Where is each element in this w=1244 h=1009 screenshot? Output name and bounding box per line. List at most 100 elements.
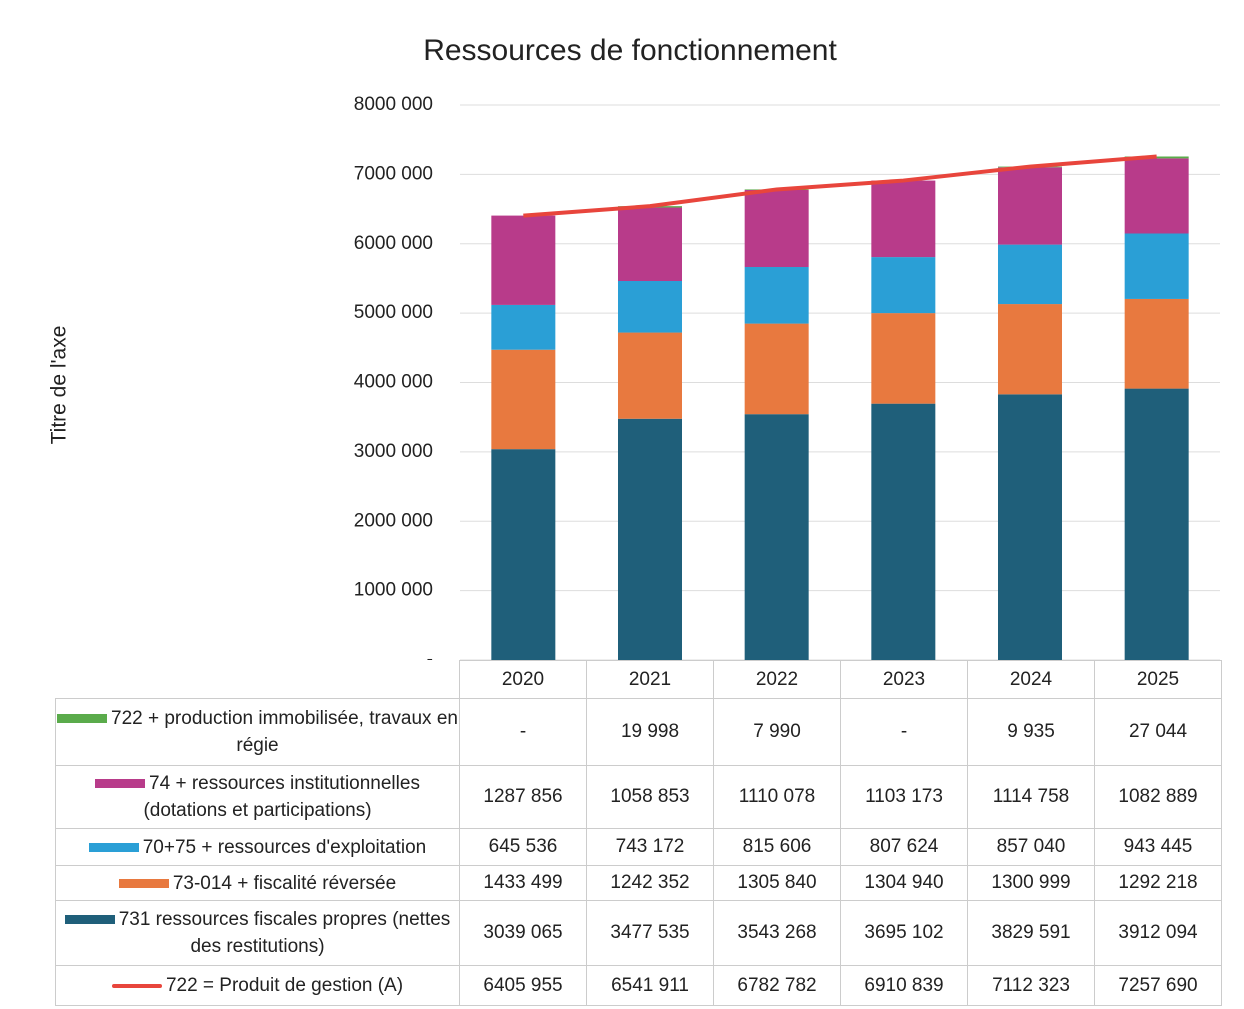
legend-label: 74 + ressources institutionnelles (dotat… bbox=[143, 773, 420, 821]
legend-swatch bbox=[95, 779, 146, 789]
legend-swatch bbox=[111, 983, 162, 988]
bar-segment bbox=[1124, 298, 1189, 389]
bar-segment bbox=[618, 207, 682, 282]
table-row: 731 ressources fiscales propres (nettes … bbox=[55, 900, 1222, 966]
x-tick-label: 2020 bbox=[459, 660, 587, 699]
value-label: 1110 078 bbox=[713, 765, 841, 829]
value-label: 7112 323 bbox=[967, 965, 1095, 1006]
value-label: 3695 102 bbox=[840, 900, 968, 966]
chart: Ressources de fonctionnement Titre de l'… bbox=[48, 34, 1220, 660]
bar-segment bbox=[1124, 388, 1189, 660]
value-label: 743 172 bbox=[586, 828, 714, 866]
blank-cell bbox=[55, 660, 460, 699]
bar-segment bbox=[1124, 158, 1189, 234]
bar-segment bbox=[998, 394, 1062, 660]
y-tick-label: - bbox=[427, 649, 433, 660]
legend-swatch bbox=[64, 915, 115, 925]
y-tick-label: 4000 000 bbox=[354, 372, 433, 393]
bar-segment bbox=[744, 414, 809, 660]
value-label: 9 935 bbox=[967, 698, 1095, 766]
value-label: 27 044 bbox=[1094, 698, 1222, 766]
legend-label: 73-014 + fiscalité réversée bbox=[172, 872, 397, 894]
value-label: 3829 591 bbox=[967, 900, 1095, 966]
value-label: 1082 889 bbox=[1094, 765, 1222, 829]
bar-segment bbox=[491, 449, 556, 660]
value-label: - bbox=[840, 698, 968, 766]
bar-segment bbox=[618, 332, 682, 419]
table-row: 70+75 + ressources d'exploitation 645 536… bbox=[55, 828, 1222, 866]
x-tick-label: 2024 bbox=[967, 660, 1095, 699]
value-label: - bbox=[459, 698, 587, 766]
legend-cell: 70+75 + ressources d'exploitation bbox=[55, 828, 460, 866]
table-row: 73-014 + fiscalité réversée 1433 499 1242 … bbox=[55, 865, 1222, 901]
y-tick-label: 8000 000 bbox=[354, 94, 433, 115]
bar-segment bbox=[744, 189, 809, 268]
value-label: 1305 840 bbox=[713, 865, 841, 901]
value-label: 7257 690 bbox=[1094, 965, 1222, 1006]
value-label: 1433 499 bbox=[459, 865, 587, 901]
value-label: 1292 218 bbox=[1094, 865, 1222, 901]
y-tick-label: 7000 000 bbox=[354, 163, 433, 184]
value-label: 857 040 bbox=[967, 828, 1095, 866]
bar-segment bbox=[744, 267, 809, 324]
value-label: 1304 940 bbox=[840, 865, 968, 901]
y-tick-label: 3000 000 bbox=[354, 441, 433, 462]
value-label: 1300 999 bbox=[967, 865, 1095, 901]
value-label: 6910 839 bbox=[840, 965, 968, 1006]
y-tick-label: 5000 000 bbox=[354, 302, 433, 323]
value-label: 807 624 bbox=[840, 828, 968, 866]
x-tick-label: 2025 bbox=[1094, 660, 1222, 699]
table-row: 74 + ressources institutionnelles (dotat… bbox=[55, 765, 1222, 829]
value-label: 6782 782 bbox=[713, 965, 841, 1006]
legend-swatch bbox=[88, 842, 139, 852]
header-row: 2020 2021 2022 2023 2024 2025 bbox=[55, 660, 1222, 699]
bar-segment bbox=[744, 323, 809, 415]
legend-swatch bbox=[118, 878, 169, 888]
legend-label: 70+75 + ressources d'exploitation bbox=[142, 836, 427, 858]
value-label: 19 998 bbox=[586, 698, 714, 766]
bar-segment bbox=[998, 304, 1062, 395]
value-label: 3477 535 bbox=[586, 900, 714, 966]
value-label: 6405 955 bbox=[459, 965, 587, 1006]
value-label: 645 536 bbox=[459, 828, 587, 866]
y-tick-label: 6000 000 bbox=[354, 233, 433, 254]
legend-label: 731 ressources fiscales propres (nettes … bbox=[118, 909, 451, 957]
y-axis-title: Titre de l'axe bbox=[48, 326, 71, 445]
value-label: 3039 065 bbox=[459, 900, 587, 966]
bar-segment bbox=[491, 215, 556, 305]
line-series bbox=[523, 154, 1157, 218]
value-label: 1058 853 bbox=[586, 765, 714, 829]
legend-cell: 722 + production immobilisée, travaux en… bbox=[55, 698, 460, 766]
value-label: 1242 352 bbox=[586, 865, 714, 901]
value-label: 6541 911 bbox=[586, 965, 714, 1006]
bar-segment bbox=[998, 244, 1062, 305]
legend-label: 722 + production immobilisée, travaux en… bbox=[111, 708, 458, 756]
legend-label: 722 = Produit de gestion (A) bbox=[165, 975, 404, 996]
legend-swatch bbox=[57, 714, 108, 724]
bar-segment bbox=[618, 418, 682, 660]
chart-title: Ressources de fonctionnement bbox=[423, 34, 837, 67]
value-label: 943 445 bbox=[1094, 828, 1222, 866]
x-tick-label: 2022 bbox=[713, 660, 841, 699]
bar-segment bbox=[491, 304, 556, 350]
value-label: 815 606 bbox=[713, 828, 841, 866]
bar-segment bbox=[871, 403, 936, 660]
legend-cell: 74 + ressources institutionnelles (dotat… bbox=[55, 765, 460, 829]
value-label: 3912 094 bbox=[1094, 900, 1222, 966]
value-label: 1114 758 bbox=[967, 765, 1095, 829]
value-label: 1103 173 bbox=[840, 765, 968, 829]
table-row: 722 = Produit de gestion (A) 6405 955 6541… bbox=[55, 965, 1222, 1006]
value-label: 7 990 bbox=[713, 698, 841, 766]
x-tick-label: 2023 bbox=[840, 660, 968, 699]
legend-cell: 731 ressources fiscales propres (nettes … bbox=[55, 900, 460, 966]
value-label: 3543 268 bbox=[713, 900, 841, 966]
y-tick-label: 2000 000 bbox=[354, 510, 433, 531]
y-tick-label: 1000 000 bbox=[354, 580, 433, 601]
bar-segment bbox=[491, 349, 556, 450]
legend-cell: 722 = Produit de gestion (A) bbox=[55, 965, 460, 1006]
bar-segment bbox=[1124, 233, 1189, 299]
legend-cell: 73-014 + fiscalité réversée bbox=[55, 865, 460, 901]
bar-segment bbox=[998, 167, 1062, 245]
data-table: 2020 2021 2022 2023 2024 2025 722 + production… bbox=[55, 660, 1222, 1006]
